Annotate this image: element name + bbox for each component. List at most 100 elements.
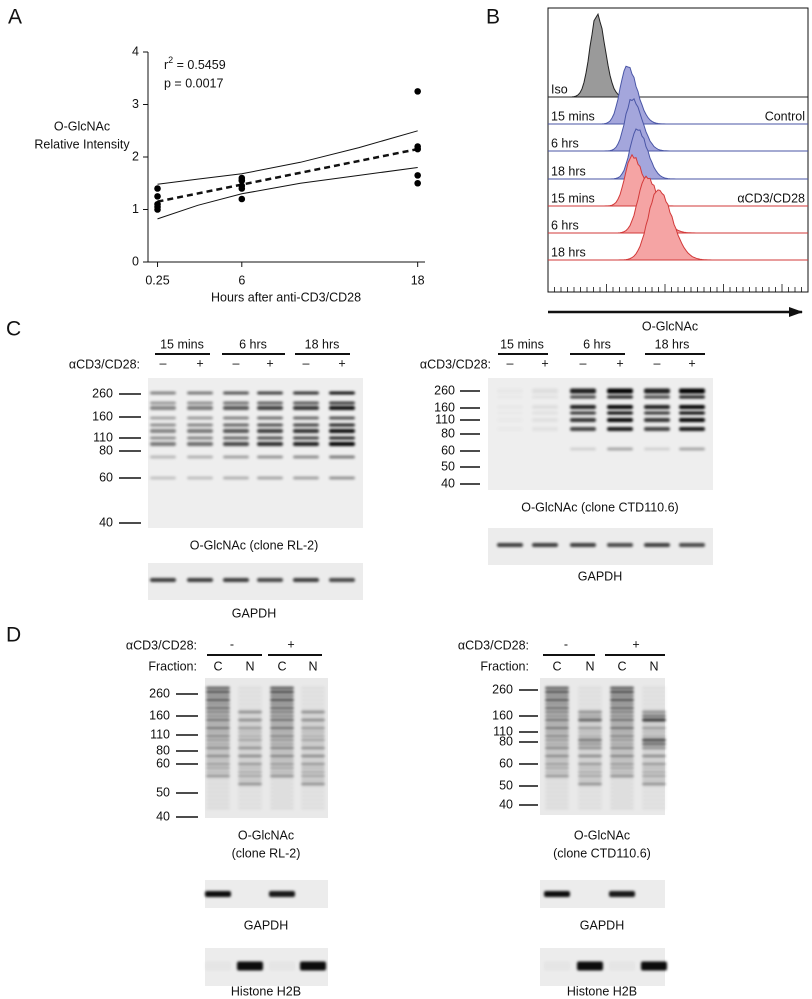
band — [293, 423, 319, 427]
mw-marker: 40 — [499, 797, 513, 811]
sign: + — [616, 356, 623, 370]
band — [301, 734, 325, 738]
band — [610, 782, 634, 786]
row-label: 6 hrs — [551, 218, 579, 232]
band — [329, 476, 355, 480]
band — [257, 436, 283, 440]
band — [610, 718, 634, 722]
band — [642, 790, 666, 794]
y-tick-label: 3 — [132, 97, 139, 111]
data-point — [154, 193, 161, 200]
band — [257, 416, 283, 420]
blot-caption: O-GlcNAc — [238, 828, 294, 842]
band — [300, 961, 326, 971]
band — [578, 782, 602, 786]
band — [238, 710, 262, 714]
band — [223, 436, 249, 440]
band — [497, 405, 523, 409]
band — [610, 690, 634, 694]
r-value: = 0.5459 — [173, 58, 226, 72]
band — [578, 790, 602, 794]
band — [578, 794, 602, 798]
treatment-label: αCD3/CD28: — [420, 357, 491, 371]
band — [257, 406, 283, 410]
band — [642, 770, 666, 774]
bands — [497, 543, 705, 547]
mw-marker: 80 — [499, 734, 513, 748]
mw-marker: 80 — [156, 743, 170, 757]
band — [301, 770, 325, 774]
band — [238, 686, 262, 690]
band — [301, 746, 325, 750]
band — [150, 406, 176, 410]
band — [544, 891, 570, 897]
band — [238, 690, 262, 694]
band — [578, 690, 602, 694]
band — [578, 762, 602, 766]
band — [238, 734, 262, 738]
bands — [206, 686, 325, 810]
band — [610, 802, 634, 806]
mw-marker: 260 — [92, 386, 113, 400]
band — [206, 762, 230, 766]
band — [532, 388, 558, 394]
time-label: 6 hrs — [583, 337, 611, 351]
band — [642, 758, 666, 762]
band — [301, 726, 325, 730]
band — [150, 578, 176, 582]
band — [329, 401, 355, 405]
band — [270, 706, 294, 710]
sign: + — [266, 356, 273, 370]
band — [237, 961, 263, 971]
y-tick-label: 0 — [132, 254, 139, 268]
band — [301, 694, 325, 698]
band — [238, 706, 262, 710]
r-squared: r2 = 0.5459 — [164, 55, 226, 72]
blot-caption: O-GlcNAc (clone RL-2) — [190, 538, 319, 552]
band — [545, 694, 569, 698]
band — [642, 706, 666, 710]
band — [644, 388, 670, 394]
panel-letter: C — [6, 318, 21, 341]
band — [301, 790, 325, 794]
loading-caption: GAPDH — [578, 569, 622, 583]
band — [545, 710, 569, 714]
band — [607, 447, 633, 451]
row-label: 6 hrs — [551, 136, 579, 150]
sign: – — [160, 356, 167, 370]
band — [679, 543, 705, 547]
mw-marker: 50 — [499, 778, 513, 792]
band — [545, 718, 569, 722]
band — [610, 798, 634, 802]
group-label: Control — [765, 109, 805, 123]
data-point — [414, 179, 421, 187]
band — [270, 802, 294, 806]
band — [610, 778, 634, 782]
band — [497, 418, 523, 422]
y-tick-label: 4 — [132, 44, 139, 58]
mw-marker: 60 — [441, 443, 455, 457]
band — [607, 427, 633, 431]
band — [301, 742, 325, 746]
band — [187, 423, 213, 427]
band — [238, 802, 262, 806]
band — [570, 447, 596, 451]
band — [545, 722, 569, 726]
band — [293, 442, 319, 446]
y-tick-label: 2 — [132, 149, 139, 163]
band — [206, 698, 230, 702]
band — [206, 806, 230, 810]
mw-marker: 260 — [434, 383, 455, 397]
band — [610, 762, 634, 766]
blot — [488, 528, 713, 565]
band — [545, 746, 569, 750]
time-label: 15 mins — [160, 337, 204, 351]
band — [301, 710, 325, 714]
fraction: C — [552, 659, 561, 673]
band — [679, 418, 705, 422]
band — [578, 802, 602, 806]
band — [642, 738, 666, 742]
band — [642, 730, 666, 734]
band — [270, 718, 294, 722]
row-label: 18 hrs — [551, 164, 586, 178]
